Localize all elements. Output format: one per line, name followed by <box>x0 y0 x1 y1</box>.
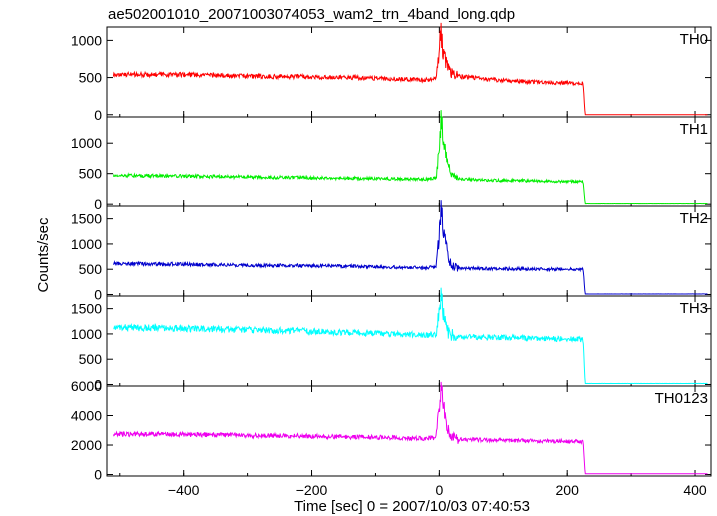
panel-th3: 0 500 1000 1500 TH3 <box>71 287 712 392</box>
y-axis-label: Counts/sec <box>35 217 52 293</box>
panel-label: TH1 <box>680 121 708 138</box>
panel-frame <box>106 116 712 207</box>
panel-label: TH0123 <box>655 390 708 407</box>
chart-title: ae502001010_20071003074053_wam2_trn_4ban… <box>108 6 515 23</box>
y-tick-label: 6000 <box>71 378 102 394</box>
panel-th2: 0 500 1000 1500 TH2 <box>71 200 712 302</box>
y-tick-label: 1000 <box>71 236 102 252</box>
series-line-th0123 <box>112 381 708 475</box>
series-line-th1 <box>112 110 708 205</box>
panel-label: TH3 <box>680 300 708 317</box>
y-tick-label: 0 <box>94 107 102 123</box>
y-tick-label: 1000 <box>71 326 102 342</box>
x-tick-label: −400 <box>168 482 200 498</box>
x-tick-label: −200 <box>296 482 328 498</box>
panel-frame <box>106 205 712 297</box>
y-tick-label: 500 <box>79 351 103 367</box>
panel-frame <box>106 385 712 477</box>
y-tick-label: 1500 <box>71 301 102 317</box>
x-tick-labels: −400 −200 0 200 400 <box>168 482 707 498</box>
panel-th0: 0 500 1000 TH0 <box>71 22 712 123</box>
x-tick-label: 200 <box>556 482 580 498</box>
y-tick-label: 500 <box>79 261 103 277</box>
y-tick-label: 2000 <box>71 437 102 453</box>
y-tick-label: 1000 <box>71 32 102 48</box>
y-tick-label: 500 <box>79 166 103 182</box>
y-tick-label: 0 <box>94 196 102 212</box>
x-tick-label: 400 <box>683 482 707 498</box>
y-tick-label: 1000 <box>71 135 102 151</box>
panel-th1: 0 500 1000 TH1 <box>71 110 712 212</box>
y-tick-label: 0 <box>94 286 102 302</box>
x-tick-label: 0 <box>435 482 443 498</box>
x-axis-label: Time [sec] 0 = 2007/10/03 07:40:53 <box>294 498 530 515</box>
y-tick-label: 0 <box>94 467 102 483</box>
y-tick-label: 1500 <box>71 211 102 227</box>
panel-frame <box>106 295 712 387</box>
y-tick-label: 500 <box>79 70 103 86</box>
panel-label: TH2 <box>680 210 708 227</box>
panel-th0123: 0 2000 4000 6000 TH0123 <box>71 378 712 483</box>
chart-panels: 0 500 1000 TH0 0 500 1000 TH1 0 500 1000 1500 TH2 0 50… <box>71 22 712 498</box>
series-line-th0 <box>112 22 708 116</box>
y-tick-label: 4000 <box>71 408 102 424</box>
panel-frame <box>106 26 712 118</box>
y-tick-label: 0 <box>94 376 102 392</box>
series-line-th3 <box>113 287 708 385</box>
panel-label: TH0 <box>680 31 708 48</box>
series-line-th2 <box>112 200 708 295</box>
